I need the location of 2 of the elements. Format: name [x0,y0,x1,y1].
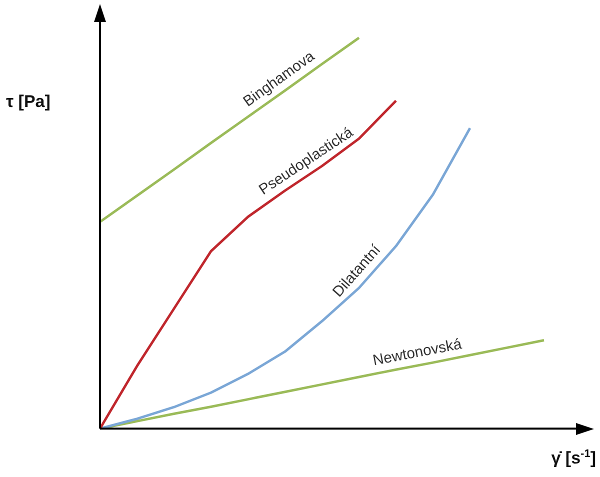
y-axis-title: τ [Pa] [6,92,50,112]
x-axis-title: γ̇ [s$^{-1}$] [551,448,596,469]
